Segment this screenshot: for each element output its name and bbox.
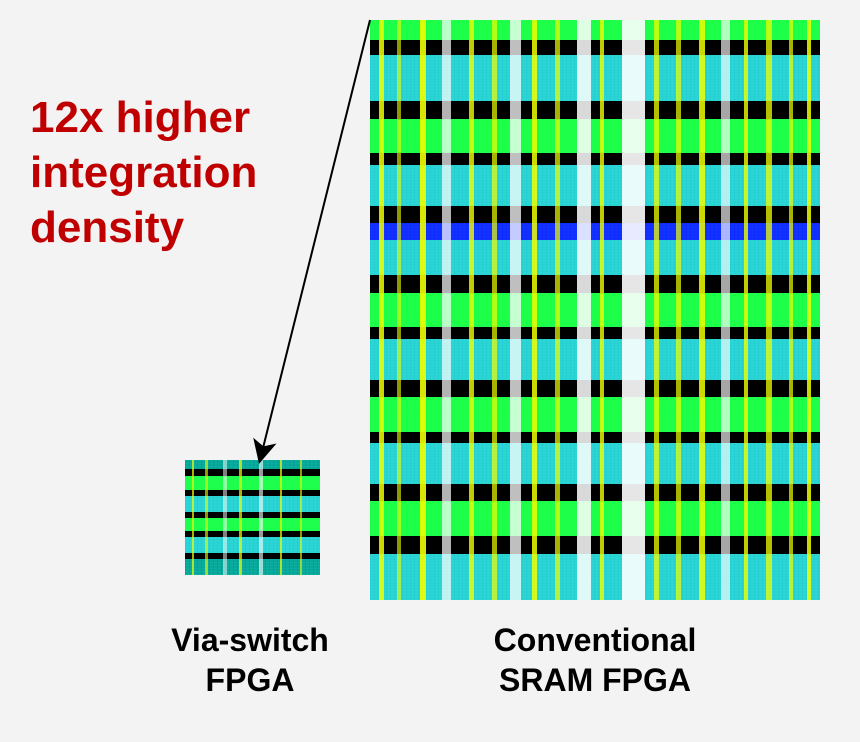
label-right-line1: Conventional xyxy=(370,620,820,660)
label-right-line2: SRAM FPGA xyxy=(370,660,820,700)
label-via-switch: Via-switch FPGA xyxy=(120,620,380,700)
conventional-sram-fpga-die xyxy=(370,20,820,600)
headline-text: 12x higher integration density xyxy=(30,90,257,255)
label-left-line1: Via-switch xyxy=(120,620,380,660)
headline-line1: 12x higher xyxy=(30,90,257,145)
headline-line3: density xyxy=(30,200,257,255)
label-left-line2: FPGA xyxy=(120,660,380,700)
label-conventional: Conventional SRAM FPGA xyxy=(370,620,820,700)
via-switch-fpga-die xyxy=(185,460,320,575)
headline-line2: integration xyxy=(30,145,257,200)
die-noise-overlay xyxy=(370,20,820,600)
